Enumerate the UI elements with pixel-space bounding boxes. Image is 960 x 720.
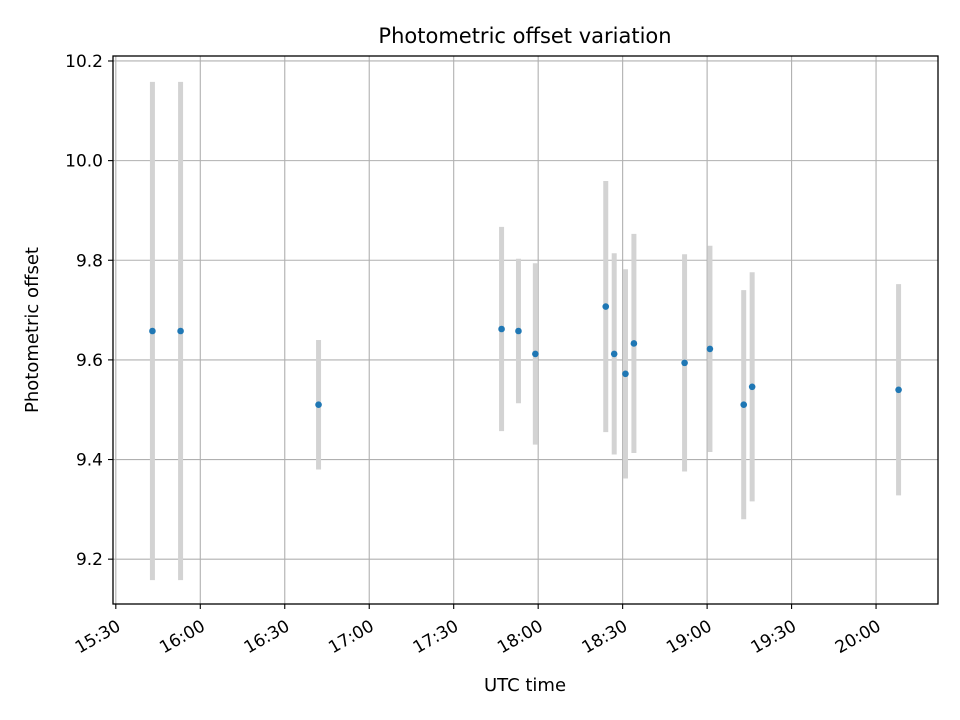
grid (113, 56, 938, 604)
chart-title: Photometric offset variation (378, 24, 671, 48)
y-tick-label: 10.2 (65, 52, 103, 72)
data-points (149, 303, 902, 409)
x-axis-title: UTC time (484, 675, 566, 696)
data-point (630, 340, 638, 347)
data-point (681, 359, 688, 367)
y-tick-label: 9.2 (76, 550, 103, 570)
y-tick-label: 9.4 (76, 451, 103, 471)
data-point (622, 370, 629, 378)
data-point (149, 327, 156, 335)
data-point (498, 325, 505, 333)
data-point (177, 327, 184, 335)
data-point (895, 386, 902, 394)
data-point (610, 350, 618, 358)
data-point (532, 350, 539, 358)
data-point (748, 383, 756, 391)
y-tick-label: 9.8 (76, 251, 103, 271)
plot-frame (112, 55, 939, 605)
data-point (315, 401, 322, 409)
data-point (706, 345, 714, 353)
data-point (740, 401, 748, 409)
data-point (515, 327, 522, 335)
y-tick-label: 9.6 (76, 351, 103, 371)
y-axis: 9.2 9.4 9.6 9.8 10.0 10.2 (65, 52, 113, 570)
y-tick-label: 10.0 (65, 152, 103, 172)
data-point (602, 303, 610, 310)
y-axis-title: Photometric offset (22, 247, 43, 413)
